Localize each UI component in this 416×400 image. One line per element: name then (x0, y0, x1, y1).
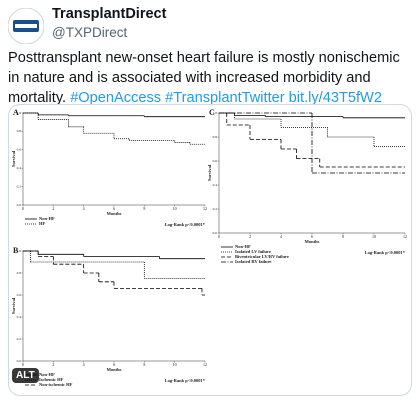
legend-label: Isolated LV failure (235, 249, 271, 254)
y-tick-label: 0.8 (17, 271, 22, 275)
x-tick-label: 4 (83, 362, 85, 367)
y-axis-label: Survival (11, 150, 16, 167)
x-tick-label: 2 (52, 362, 54, 367)
x-tick-label: 6 (311, 234, 313, 239)
link[interactable]: bit.ly/43T5fW2 (288, 90, 382, 106)
x-tick-label: 10 (173, 362, 177, 367)
hashtag[interactable]: #TransplantTwitter (165, 90, 285, 106)
y-axis-label: Survival (207, 164, 212, 181)
y-tick-label: 0.0 (213, 231, 218, 235)
tweet-text: Posttransplant new-onset heart failure i… (8, 48, 412, 108)
annotation: Log-Rank p<0.0001* (165, 378, 206, 383)
author-handle[interactable]: @TXPDirect (52, 25, 128, 40)
x-tick-label: 4 (83, 206, 85, 211)
x-tick-label: 8 (143, 362, 145, 367)
x-tick-label: 2 (249, 234, 251, 239)
y-tick-label: 0.6 (17, 293, 22, 297)
x-axis-label: Months (107, 367, 122, 372)
y-axis-label: Survival (11, 297, 16, 314)
x-tick-label: 12 (203, 362, 207, 367)
x-tick-label: 6 (113, 206, 115, 211)
y-tick-label: 0.0 (17, 203, 22, 207)
y-tick-label: 0.2 (17, 184, 22, 188)
x-tick-label: 10 (173, 206, 177, 211)
avatar[interactable] (8, 8, 44, 44)
x-tick-label: 8 (342, 234, 344, 239)
tweet-body: Posttransplant new-onset heart failure i… (8, 50, 400, 106)
x-tick-label: 0 (22, 206, 24, 211)
x-tick-label: 2 (52, 206, 54, 211)
panel-letter: B (13, 246, 19, 255)
legend-label: Non-HF (235, 244, 251, 249)
y-tick-label: 0.2 (17, 337, 22, 341)
x-tick-label: 12 (203, 206, 207, 211)
x-tick-label: 10 (372, 234, 376, 239)
y-tick-label: 0.6 (17, 148, 22, 152)
legend-label: Non-HF (39, 372, 55, 377)
legend-label: Isolated RV failure (235, 259, 271, 264)
annotation: Log-Rank p<0.0001* (165, 222, 206, 227)
hashtag[interactable]: #OpenAccess (70, 90, 162, 106)
legend-label: Ischemic HF (39, 377, 64, 382)
y-tick-label: 1.0 (17, 249, 22, 253)
legend-label: Biventricular LV/RV failure (235, 254, 289, 259)
annotation: Log-Rank p<0.0001* (365, 250, 406, 255)
y-tick-label: 0.2 (213, 207, 218, 211)
y-tick-label: 0.8 (213, 135, 218, 139)
x-tick-label: 8 (143, 206, 145, 211)
x-axis-label: Months (107, 211, 122, 216)
legend-label: Non-HF (39, 216, 55, 221)
y-tick-label: 0.0 (17, 359, 22, 363)
x-axis-label: Months (305, 239, 320, 244)
panel-letter: C (209, 108, 215, 117)
author-name[interactable]: TransplantDirect (52, 6, 167, 22)
x-tick-label: 0 (218, 234, 220, 239)
x-tick-label: 12 (403, 234, 407, 239)
y-tick-label: 0.4 (17, 166, 22, 170)
y-tick-label: 0.6 (213, 159, 218, 163)
y-tick-label: 0.4 (213, 183, 218, 187)
alt-badge[interactable]: ALT (12, 368, 39, 383)
x-tick-label: 0 (22, 362, 24, 367)
y-tick-label: 0.4 (17, 315, 22, 319)
y-tick-label: 0.8 (17, 129, 22, 133)
x-tick-label: 4 (280, 234, 282, 239)
legend-label: HF (39, 221, 46, 226)
legend-label: Non-ischemic HF (39, 382, 73, 387)
y-tick-label: 1.0 (17, 111, 22, 115)
panel-letter: A (13, 108, 19, 117)
tweet-image[interactable]: A 0.0 0.2 0.4 0.6 0.8 1.0 0 2 4 6 8 10 12 Months Surviv… (8, 104, 412, 396)
x-tick-label: 6 (113, 362, 115, 367)
figure: A 0.0 0.2 0.4 0.6 0.8 1.0 0 2 4 6 8 10 12 Months Surviv… (11, 108, 407, 387)
y-tick-label: 1.0 (213, 111, 218, 115)
